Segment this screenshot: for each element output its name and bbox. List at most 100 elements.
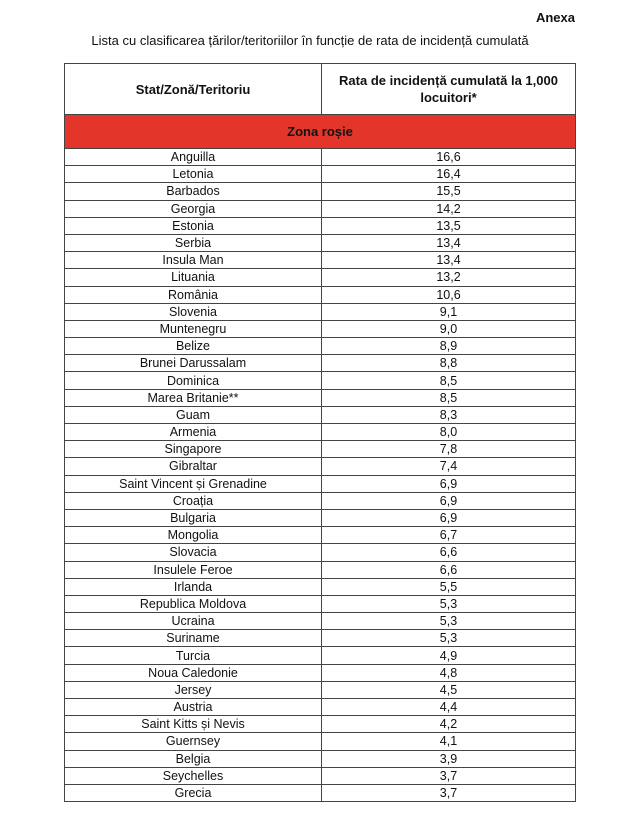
rate-cell: 4,4 — [321, 697, 576, 717]
rate-cell: 8,3 — [321, 405, 576, 425]
table-row: Muntenegru 9,0 — [64, 319, 576, 339]
table-row: Suriname 5,3 — [64, 629, 576, 648]
table-row: Serbia 13,4 — [64, 233, 576, 253]
rate-cell: 7,8 — [321, 440, 576, 459]
rate-cell: 5,3 — [321, 612, 576, 631]
country-cell: Insulele Feroe — [64, 560, 322, 579]
table-row: Saint Kitts și Nevis 4,2 — [64, 715, 576, 734]
country-cell: Lituania — [64, 268, 322, 287]
country-cell: Letonia — [64, 165, 322, 184]
rate-cell: 13,2 — [321, 268, 576, 287]
country-cell: Dominica — [64, 371, 322, 390]
table-row: Marea Britanie** 8,5 — [64, 388, 576, 407]
rate-cell: 5,3 — [321, 629, 576, 648]
rate-cell: 13,4 — [321, 233, 576, 253]
zone-label: Zona roșie — [64, 114, 576, 149]
table-row: Grecia 3,7 — [64, 783, 576, 803]
rate-cell: 8,0 — [321, 422, 576, 442]
rate-cell: 6,9 — [321, 474, 576, 493]
table-row: Dominica 8,5 — [64, 371, 576, 390]
rate-cell: 8,8 — [321, 354, 576, 373]
country-cell: Grecia — [64, 783, 322, 803]
country-cell: Marea Britanie** — [64, 388, 322, 407]
table-row: Estonia 13,5 — [64, 216, 576, 235]
document-subtitle: Lista cu clasificarea țărilor/teritoriil… — [91, 33, 529, 48]
rate-cell: 5,3 — [321, 594, 576, 614]
country-cell: Estonia — [64, 216, 322, 235]
table-row: Armenia 8,0 — [64, 422, 576, 442]
rate-cell: 6,6 — [321, 543, 576, 562]
country-cell: Mongolia — [64, 526, 322, 545]
table-row: Barbados 15,5 — [64, 182, 576, 201]
rate-cell: 13,4 — [321, 251, 576, 270]
country-cell: Guam — [64, 405, 322, 425]
rate-cell: 16,4 — [321, 165, 576, 184]
rate-cell: 4,2 — [321, 715, 576, 734]
table-row: Georgia 14,2 — [64, 199, 576, 218]
table-row: Republica Moldova 5,3 — [64, 594, 576, 614]
table-row: Irlanda 5,5 — [64, 577, 576, 596]
rate-cell: 14,2 — [321, 199, 576, 218]
zone-row: Zona roșie — [64, 114, 576, 149]
incidence-table: Stat/Zonă/Teritoriu Rata de incidență cu… — [64, 63, 576, 803]
country-cell: Suriname — [64, 629, 322, 648]
country-cell: Croația — [64, 491, 322, 510]
rate-cell: 9,1 — [321, 302, 576, 321]
rate-cell: 4,8 — [321, 663, 576, 682]
table-row: Austria 4,4 — [64, 697, 576, 717]
country-cell: Singapore — [64, 440, 322, 459]
table-row: Slovenia 9,1 — [64, 302, 576, 321]
rate-cell: 6,9 — [321, 491, 576, 510]
table-row: Guam 8,3 — [64, 405, 576, 425]
rate-cell: 15,5 — [321, 182, 576, 201]
country-cell: Georgia — [64, 199, 322, 218]
country-cell: Austria — [64, 697, 322, 717]
table-row: Turcia 4,9 — [64, 646, 576, 665]
country-cell: Insula Man — [64, 251, 322, 270]
table-row: Slovacia 6,6 — [64, 543, 576, 562]
rate-cell: 13,5 — [321, 216, 576, 235]
rate-cell: 8,9 — [321, 337, 576, 356]
country-cell: România — [64, 285, 322, 304]
country-cell: Guernsey — [64, 732, 322, 751]
rate-cell: 6,7 — [321, 526, 576, 545]
country-cell: Slovacia — [64, 543, 322, 562]
country-cell: Saint Vincent și Grenadine — [64, 474, 322, 493]
country-cell: Brunei Darussalam — [64, 354, 322, 373]
country-cell: Seychelles — [64, 766, 322, 785]
country-cell: Muntenegru — [64, 319, 322, 339]
rate-cell: 5,5 — [321, 577, 576, 596]
country-cell: Bulgaria — [64, 508, 322, 528]
table-row: Mongolia 6,7 — [64, 526, 576, 545]
table-row: Gibraltar 7,4 — [64, 457, 576, 476]
header-country: Stat/Zonă/Teritoriu — [64, 63, 322, 115]
country-cell: Ucraina — [64, 612, 322, 631]
country-cell: Noua Caledonie — [64, 663, 322, 682]
table-row: Lituania 13,2 — [64, 268, 576, 287]
rate-cell: 9,0 — [321, 319, 576, 339]
table-row: Anguilla 16,6 — [64, 147, 576, 167]
country-cell: Turcia — [64, 646, 322, 665]
rate-cell: 8,5 — [321, 371, 576, 390]
country-cell: Saint Kitts și Nevis — [64, 715, 322, 734]
annex-label: Anexa — [535, 10, 575, 25]
header-rate: Rata de incidență cumulată la 1,000 locu… — [321, 63, 576, 115]
table-row: Guernsey 4,1 — [64, 732, 576, 751]
country-cell: Gibraltar — [64, 457, 322, 476]
rate-cell: 6,9 — [321, 508, 576, 528]
rate-cell: 3,9 — [321, 749, 576, 768]
country-cell: Irlanda — [64, 577, 322, 596]
table-row: Belgia 3,9 — [64, 749, 576, 768]
country-cell: Anguilla — [64, 147, 322, 167]
table-row: Brunei Darussalam 8,8 — [64, 354, 576, 373]
table-row: România 10,6 — [64, 285, 576, 304]
rate-cell: 4,9 — [321, 646, 576, 665]
country-cell: Belize — [64, 337, 322, 356]
rate-cell: 10,6 — [321, 285, 576, 304]
country-cell: Barbados — [64, 182, 322, 201]
country-cell: Republica Moldova — [64, 594, 322, 614]
country-cell: Belgia — [64, 749, 322, 768]
table-row: Ucraina 5,3 — [64, 612, 576, 631]
country-cell: Jersey — [64, 680, 322, 700]
table-row: Seychelles 3,7 — [64, 766, 576, 785]
